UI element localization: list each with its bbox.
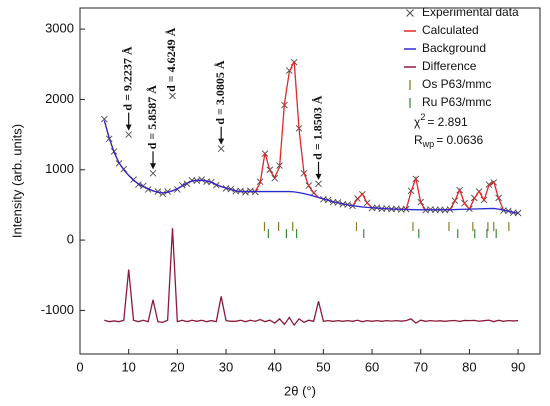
legend-label: Calculated <box>422 23 479 37</box>
data-point <box>217 145 225 152</box>
data-point <box>169 92 176 100</box>
annotation-arrowhead <box>150 163 157 170</box>
data-point <box>198 176 206 183</box>
legend-label: Difference <box>422 59 477 73</box>
stat-label: χ2 = 2.891 <box>414 112 468 129</box>
annotation: d = 9.2237 Å <box>120 46 134 111</box>
series-line <box>103 120 519 214</box>
x-tick-label: 30 <box>219 359 233 374</box>
x-tick-label: 60 <box>365 359 379 374</box>
series-line <box>104 228 519 327</box>
annotation-arrowhead <box>218 138 225 145</box>
annotation-arrowhead <box>125 124 132 131</box>
x-tick-label: 90 <box>511 359 525 374</box>
legend-label: Os P63/mmc <box>422 77 491 91</box>
x-tick-label: 80 <box>462 359 476 374</box>
data-point <box>315 180 322 188</box>
stat-part: wp <box>422 139 435 149</box>
plot-frame <box>79 7 541 355</box>
x-tick-label: 20 <box>170 359 184 374</box>
data-point <box>164 188 171 195</box>
data-point <box>242 188 249 196</box>
y-axis-label: Intensity (arb. units) <box>9 124 24 238</box>
annotation: d = 1.8503 Å <box>310 95 324 160</box>
legend-label: Ru P63/mmc <box>422 95 491 109</box>
stat-label: Rwp = 0.0636 <box>414 133 484 149</box>
data-point <box>485 181 493 188</box>
stat-part: = 2.891 <box>427 115 468 129</box>
stat-part: 2 <box>420 112 425 122</box>
annotation: d = 5.8587 Å <box>145 85 159 150</box>
stat-part: χ <box>414 115 421 129</box>
y-tick-label: -1000 <box>41 302 74 317</box>
data-point <box>154 188 162 195</box>
x-tick-label: 50 <box>316 359 330 374</box>
y-tick-label: 2000 <box>45 91 74 106</box>
data-point <box>149 169 157 177</box>
x-tick-label: 70 <box>414 359 428 374</box>
legend-symbol <box>406 9 414 17</box>
y-tick-label: 1000 <box>45 161 74 176</box>
x-tick-label: 10 <box>121 359 135 374</box>
y-tick-label: 0 <box>67 232 74 247</box>
stat-part: R <box>414 133 423 147</box>
stat-part: = 0.0636 <box>436 133 483 147</box>
x-tick-label: 0 <box>76 359 83 374</box>
x-axis-label: 2θ (°) <box>284 383 316 398</box>
annotation: d = 3.0805 Å <box>213 60 227 125</box>
data-point <box>159 190 167 197</box>
data-point <box>101 115 108 123</box>
y-tick-label: 3000 <box>45 21 74 36</box>
data-point <box>237 187 244 195</box>
legend-label: Experimental data <box>422 5 519 19</box>
annotation: d = 4.6249 Å <box>164 27 178 92</box>
legend-label: Background <box>422 41 486 55</box>
data-point <box>125 131 132 138</box>
annotation-arrowhead <box>315 173 322 180</box>
x-tick-label: 40 <box>267 359 281 374</box>
